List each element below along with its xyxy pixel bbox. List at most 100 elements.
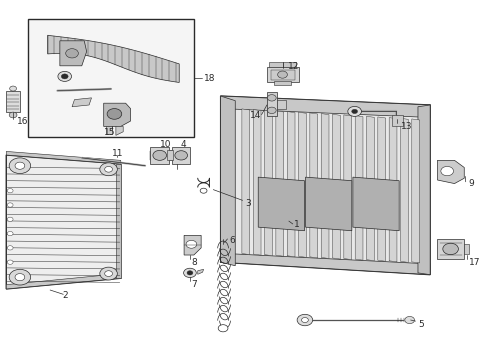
Circle shape	[7, 189, 13, 193]
Polygon shape	[116, 164, 121, 278]
Polygon shape	[6, 274, 121, 289]
Bar	[172, 147, 191, 164]
Circle shape	[268, 107, 276, 113]
Polygon shape	[220, 96, 430, 117]
Bar	[438, 239, 464, 258]
Circle shape	[187, 271, 193, 275]
Bar	[150, 147, 170, 164]
Polygon shape	[344, 115, 352, 260]
Polygon shape	[198, 269, 203, 274]
Circle shape	[7, 203, 13, 207]
Text: 5: 5	[418, 320, 424, 329]
Polygon shape	[367, 116, 374, 261]
Circle shape	[100, 163, 117, 176]
Polygon shape	[355, 116, 363, 260]
Bar	[267, 67, 298, 82]
Circle shape	[297, 314, 313, 326]
Text: 15: 15	[104, 129, 115, 138]
Polygon shape	[418, 105, 430, 275]
Bar	[464, 244, 469, 254]
Circle shape	[15, 274, 25, 281]
Bar	[271, 69, 294, 80]
Polygon shape	[220, 253, 430, 275]
Polygon shape	[378, 117, 386, 261]
Circle shape	[405, 316, 415, 324]
Bar	[167, 150, 173, 160]
Bar	[392, 115, 403, 126]
Text: 3: 3	[245, 199, 251, 208]
Bar	[170, 150, 175, 160]
Circle shape	[348, 107, 362, 116]
Text: 16: 16	[17, 117, 28, 126]
Polygon shape	[287, 112, 295, 257]
Circle shape	[186, 240, 197, 248]
Polygon shape	[104, 103, 130, 126]
Polygon shape	[321, 113, 329, 258]
Circle shape	[153, 150, 167, 160]
Polygon shape	[306, 177, 352, 231]
Text: 14: 14	[250, 111, 261, 120]
Polygon shape	[220, 96, 430, 275]
Polygon shape	[265, 110, 272, 256]
Polygon shape	[242, 109, 250, 255]
Text: 1: 1	[294, 220, 299, 229]
Polygon shape	[438, 160, 464, 184]
Circle shape	[9, 269, 30, 285]
Bar	[267, 93, 277, 116]
Bar	[270, 62, 296, 67]
Circle shape	[184, 268, 196, 278]
Circle shape	[10, 86, 17, 91]
Circle shape	[66, 49, 78, 58]
Circle shape	[9, 112, 17, 118]
Circle shape	[61, 74, 68, 79]
Text: 12: 12	[288, 62, 299, 71]
Circle shape	[105, 166, 113, 172]
Text: 10: 10	[160, 140, 171, 149]
Polygon shape	[60, 41, 87, 66]
Circle shape	[7, 246, 13, 250]
Polygon shape	[276, 111, 284, 256]
Circle shape	[443, 243, 459, 255]
Circle shape	[107, 109, 122, 119]
Polygon shape	[116, 126, 123, 135]
Circle shape	[218, 325, 228, 332]
Circle shape	[7, 231, 13, 236]
Text: 7: 7	[192, 280, 197, 289]
Circle shape	[15, 162, 25, 169]
Text: 17: 17	[469, 258, 481, 267]
Bar	[28, 19, 194, 137]
Text: 18: 18	[203, 74, 215, 83]
Circle shape	[58, 71, 72, 81]
Polygon shape	[258, 177, 304, 231]
Text: 11: 11	[112, 149, 123, 158]
Polygon shape	[412, 119, 419, 263]
Circle shape	[278, 71, 288, 78]
Polygon shape	[72, 98, 92, 107]
Polygon shape	[400, 118, 408, 262]
Polygon shape	[310, 113, 318, 258]
Circle shape	[100, 267, 117, 280]
Text: 13: 13	[401, 122, 413, 131]
Polygon shape	[298, 112, 306, 257]
Text: 8: 8	[192, 258, 197, 267]
Polygon shape	[6, 155, 121, 289]
Polygon shape	[220, 96, 235, 266]
Circle shape	[352, 109, 358, 113]
Polygon shape	[389, 118, 397, 262]
Circle shape	[105, 271, 113, 276]
Polygon shape	[184, 235, 201, 255]
Circle shape	[200, 188, 207, 193]
Circle shape	[268, 95, 276, 101]
Polygon shape	[253, 109, 261, 255]
Text: 9: 9	[468, 179, 474, 188]
Polygon shape	[353, 177, 399, 231]
Text: 2: 2	[62, 291, 68, 300]
Circle shape	[175, 151, 188, 160]
Polygon shape	[106, 126, 113, 134]
Circle shape	[9, 158, 30, 174]
Polygon shape	[6, 152, 121, 164]
Bar	[277, 100, 287, 109]
Polygon shape	[333, 114, 341, 259]
Circle shape	[441, 166, 454, 176]
Text: 6: 6	[229, 236, 235, 245]
